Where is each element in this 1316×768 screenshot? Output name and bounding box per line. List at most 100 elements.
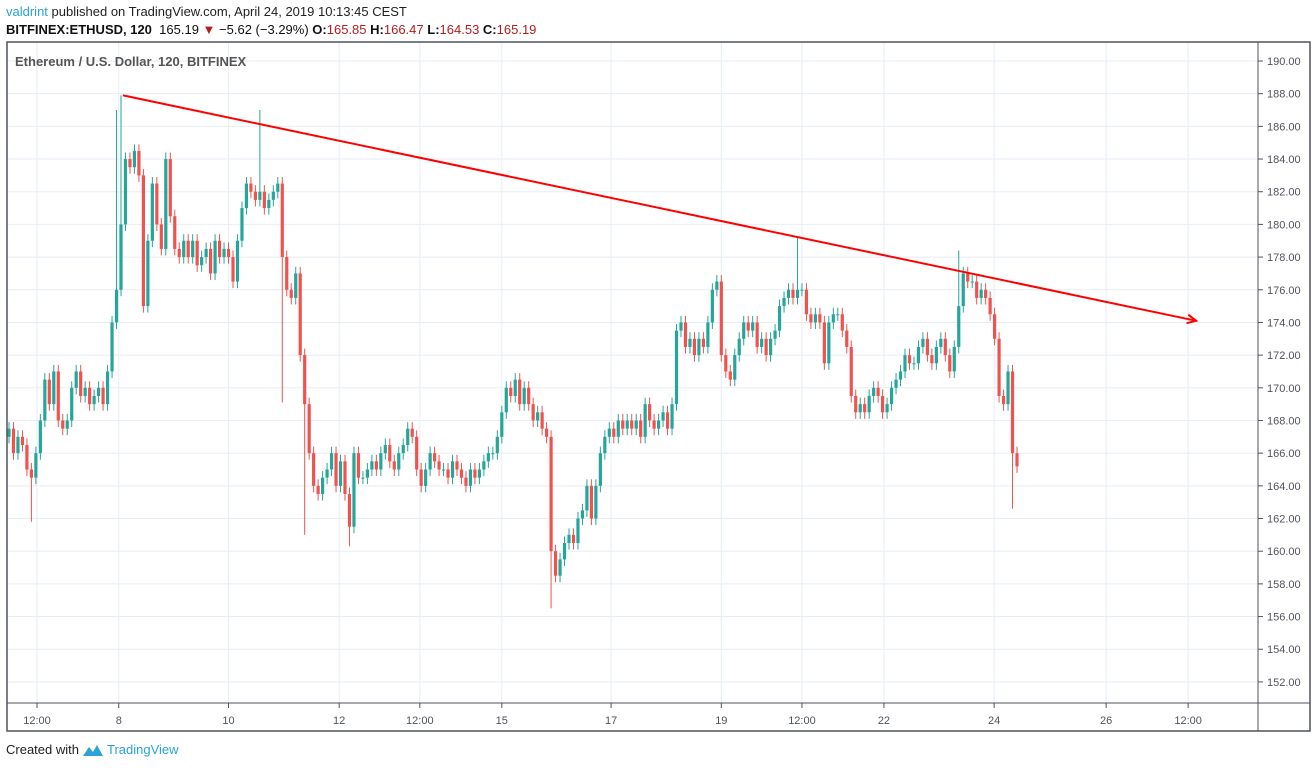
candle-down: [665, 412, 670, 429]
tradingview-brand-link[interactable]: TradingView: [106, 742, 179, 757]
candle-down: [61, 420, 65, 429]
candle-down: [334, 453, 338, 486]
candle-down: [303, 355, 307, 405]
candle-up: [598, 453, 602, 486]
candle-up: [710, 289, 714, 323]
candle-up: [244, 183, 249, 209]
candle-down: [155, 183, 159, 225]
candle-down: [47, 379, 51, 405]
candle-down: [209, 248, 213, 274]
footer: Created with TradingView: [6, 742, 179, 757]
candle-up: [558, 559, 562, 576]
candle-down: [433, 453, 437, 462]
candle-up: [889, 387, 894, 405]
candle-up: [831, 314, 835, 323]
candle-up: [491, 453, 495, 455]
candle-up: [867, 395, 871, 413]
candle-up: [786, 289, 791, 298]
candle-down: [621, 420, 625, 429]
candle-down: [683, 322, 688, 347]
author-link[interactable]: valdrint: [6, 4, 48, 19]
candle-down: [392, 461, 396, 470]
candle-down: [907, 355, 912, 364]
candle-up: [97, 387, 101, 396]
candle-up: [271, 191, 275, 200]
candle-down: [571, 534, 576, 544]
candlestick-chart[interactable]: 190.00 188.00 186.00 184.00 182.00 180.00 178.…: [0, 0, 1316, 740]
candle-up: [1006, 371, 1010, 405]
price-tick-label: 180.00: [1267, 219, 1301, 231]
candle-up: [894, 379, 898, 388]
candle-up: [482, 461, 486, 470]
candle-up: [697, 338, 701, 356]
candle-up: [321, 477, 325, 495]
time-tick-label: 10: [222, 715, 234, 727]
candle-down: [316, 485, 320, 495]
candle-up: [146, 240, 150, 307]
candle-down: [343, 461, 347, 495]
candle-up: [916, 346, 921, 364]
candle-down: [262, 191, 266, 209]
candle-down: [553, 551, 558, 576]
candle-up: [536, 412, 540, 421]
candle-down: [374, 461, 378, 470]
candle-down: [975, 281, 979, 298]
candle-down: [943, 338, 947, 356]
candle-up: [441, 469, 446, 471]
candle-up: [827, 322, 831, 364]
candle-down: [1001, 395, 1006, 405]
candle-down: [804, 289, 809, 315]
candle-down: [549, 436, 553, 552]
candle-up: [607, 428, 611, 437]
candle-down: [993, 314, 997, 339]
candle-down: [289, 289, 293, 298]
candle-up: [562, 543, 567, 560]
candle-down: [79, 371, 83, 396]
candle-down: [217, 240, 222, 258]
candle-up: [191, 240, 195, 258]
price-tick-label: 172.00: [1267, 350, 1301, 362]
candle-down: [692, 338, 697, 356]
time-tick-label: 12:00: [788, 715, 816, 727]
candle-down: [168, 159, 172, 217]
candle-down: [984, 289, 988, 298]
candle-up: [338, 461, 343, 486]
candle-up: [477, 469, 481, 478]
candle-down: [531, 404, 535, 421]
close-label: C:: [482, 22, 497, 37]
candle-down: [630, 420, 634, 429]
candle-down: [612, 428, 616, 437]
time-tick-label: 19: [715, 715, 727, 727]
price-tick-label: 160.00: [1267, 546, 1301, 558]
candle-down: [728, 371, 732, 380]
candle-up: [34, 453, 38, 478]
low-value: 164.53: [439, 22, 480, 37]
candle-down: [863, 404, 867, 413]
candle-down: [701, 338, 705, 347]
candle-up: [450, 461, 455, 478]
candle-up: [500, 412, 504, 437]
price-tick-label: 166.00: [1267, 448, 1301, 460]
candle-down: [195, 240, 199, 266]
candle-down: [249, 183, 253, 192]
price-tick-label: 188.00: [1267, 89, 1301, 101]
candle-down: [347, 494, 352, 527]
candle-down: [29, 469, 33, 478]
candle-down: [307, 404, 311, 454]
candle-down: [818, 314, 822, 323]
time-tick-label: 24: [988, 715, 1000, 727]
price-tick-label: 182.00: [1267, 187, 1301, 199]
candle-down: [159, 224, 163, 249]
time-tick-label: 22: [878, 715, 890, 727]
triangle-down-icon: ▼: [202, 22, 216, 37]
candle-down: [455, 461, 459, 470]
candle-down: [410, 428, 414, 437]
candle-down: [285, 257, 289, 290]
candle-up: [836, 314, 840, 316]
candle-up: [580, 510, 585, 519]
price-tick-label: 154.00: [1267, 644, 1301, 656]
candle-down: [11, 428, 16, 454]
candle-down: [226, 248, 231, 258]
candle-up: [294, 273, 298, 298]
candle-up: [567, 534, 571, 544]
